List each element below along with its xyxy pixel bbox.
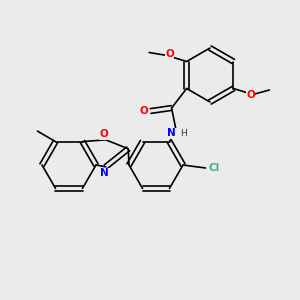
Text: O: O (246, 89, 255, 100)
Text: O: O (140, 106, 148, 116)
Text: N: N (167, 128, 176, 139)
Text: H: H (180, 129, 187, 138)
Text: O: O (100, 129, 109, 140)
Text: N: N (100, 168, 109, 178)
Text: O: O (165, 49, 174, 59)
Text: Cl: Cl (208, 163, 220, 173)
